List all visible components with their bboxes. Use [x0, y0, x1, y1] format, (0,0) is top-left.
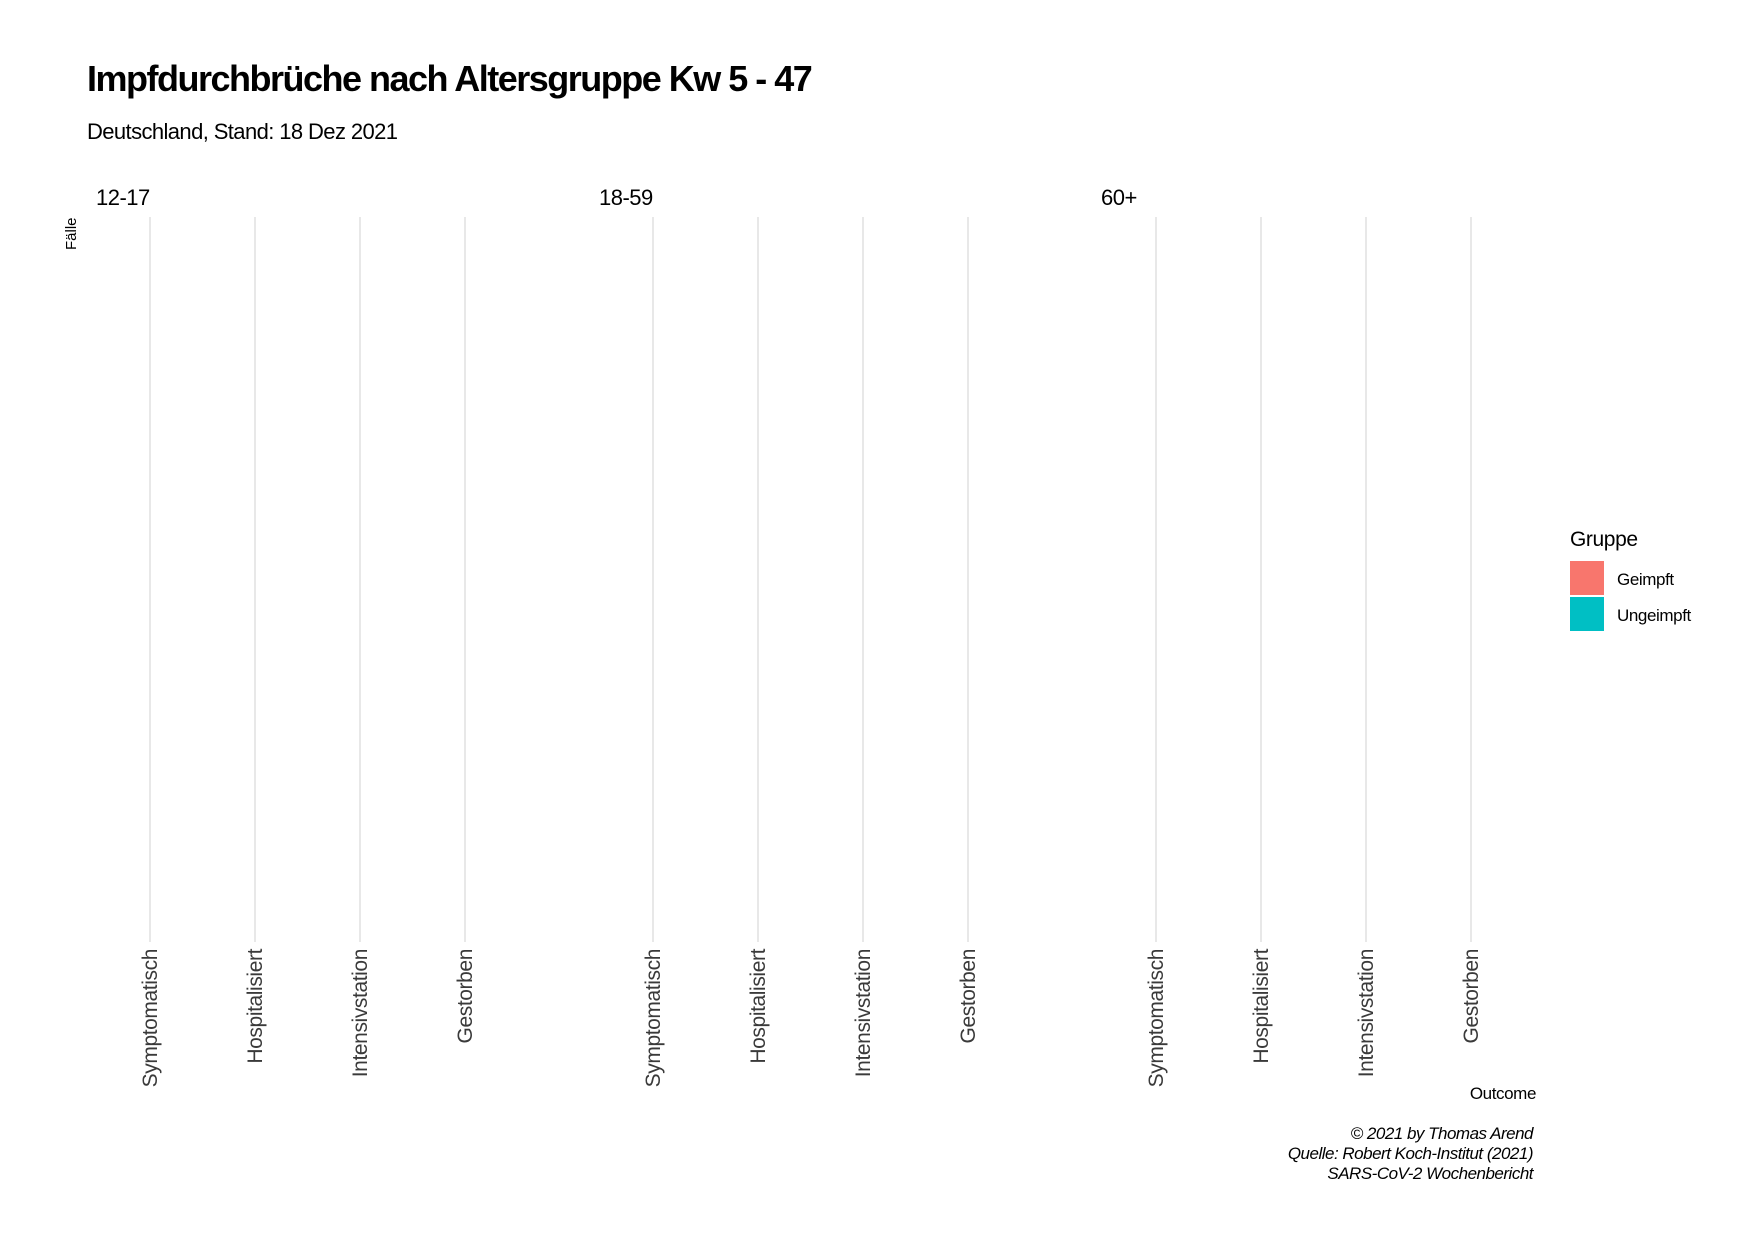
legend-key-ungeimpft	[1570, 597, 1604, 631]
legend-key-geimpft	[1570, 561, 1604, 595]
y-axis-label: Fälle	[63, 217, 80, 250]
x-tick-60-gestorben: Gestorben	[1460, 949, 1483, 1043]
x-tick-12-17-symptomatisch: Symptomatisch	[139, 949, 162, 1087]
caption-line-3: SARS-CoV-2 Wochenbericht	[1327, 1164, 1534, 1183]
chart-title: Impfdurchbrüche nach Altersgruppe Kw 5 -…	[87, 58, 812, 99]
x-tick-18-59-hospitalisiert: Hospitalisiert	[747, 948, 770, 1063]
x-tick-18-59-symptomatisch: Symptomatisch	[642, 949, 665, 1087]
x-tick-60-intensivstation: Intensivstation	[1355, 949, 1378, 1077]
legend-label-geimpft: Geimpft	[1617, 570, 1674, 589]
caption: © 2021 by Thomas Arend Quelle: Robert Ko…	[1288, 1124, 1535, 1183]
legend-title: Gruppe	[1570, 528, 1638, 551]
facet-label-18-59: 18-59	[599, 185, 653, 210]
x-tick-12-17-hospitalisiert: Hospitalisiert	[244, 948, 267, 1063]
facet-label-12-17: 12-17	[96, 185, 150, 210]
legend: Gruppe Geimpft Ungeimpft	[1570, 528, 1692, 631]
x-axis-label: Outcome	[1470, 1084, 1536, 1103]
caption-line-1: © 2021 by Thomas Arend	[1351, 1124, 1534, 1143]
caption-line-2: Quelle: Robert Koch-Institut (2021)	[1288, 1144, 1533, 1163]
x-tick-60-symptomatisch: Symptomatisch	[1145, 949, 1168, 1087]
x-tick-18-59-intensivstation: Intensivstation	[852, 949, 875, 1077]
x-tick-18-59-gestorben: Gestorben	[957, 949, 980, 1043]
facet-panels: 12-17 Symptomatisch Hospitalisiert Intensiv…	[96, 185, 1483, 1087]
x-tick-12-17-intensivstation: Intensivstation	[349, 949, 372, 1077]
legend-label-ungeimpft: Ungeimpft	[1617, 606, 1692, 625]
chart-subtitle: Deutschland, Stand: 18 Dez 2021	[87, 119, 398, 144]
x-tick-12-17-gestorben: Gestorben	[454, 949, 477, 1043]
facet-label-60: 60+	[1101, 185, 1137, 210]
x-tick-60-hospitalisiert: Hospitalisiert	[1250, 948, 1273, 1063]
